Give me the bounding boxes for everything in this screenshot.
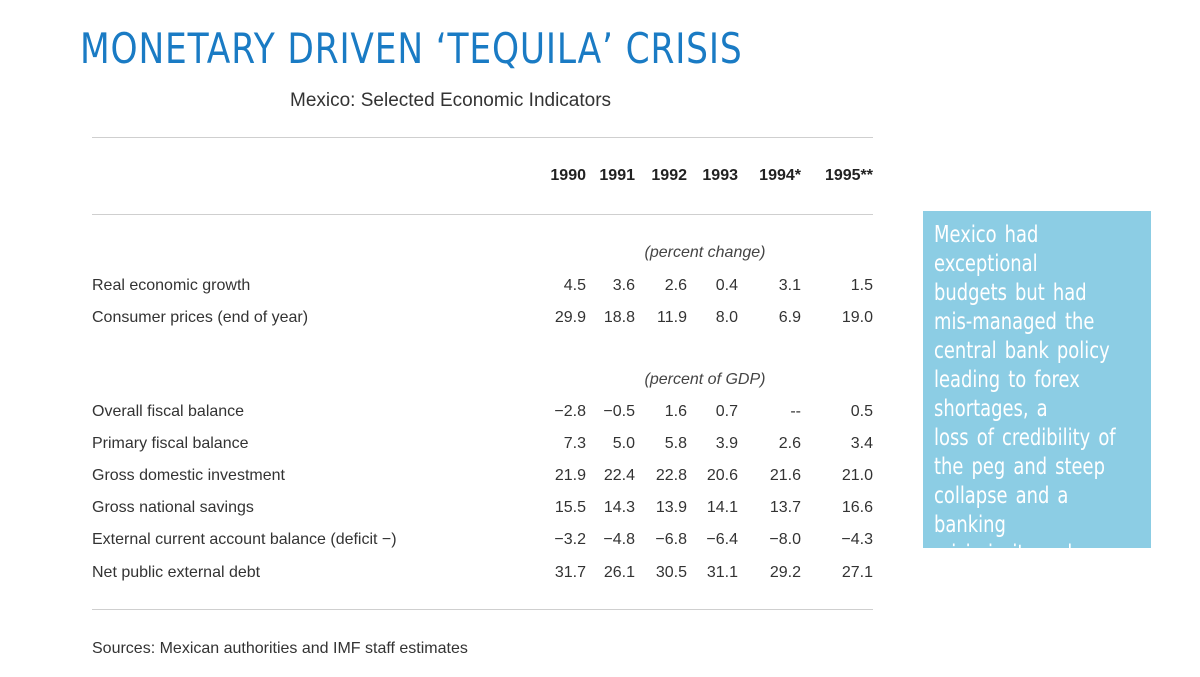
row-label: External current account balance (defici… bbox=[92, 531, 397, 548]
table-cell: 13.7 bbox=[769, 499, 801, 516]
table-cell: 4.5 bbox=[563, 277, 586, 294]
table-cell: −4.8 bbox=[603, 531, 635, 548]
year-header: 1993 bbox=[702, 167, 738, 184]
table-cell: 22.8 bbox=[655, 467, 687, 484]
table-cell: 6.9 bbox=[778, 309, 801, 326]
table-cell: 5.0 bbox=[612, 435, 635, 452]
row-label: Consumer prices (end of year) bbox=[92, 309, 309, 326]
table-cell: 13.9 bbox=[655, 499, 687, 516]
section-heading: (percent of GDP) bbox=[644, 371, 766, 388]
table-cell: −0.5 bbox=[603, 403, 635, 420]
row-label: Overall fiscal balance bbox=[92, 403, 245, 420]
year-header: 1990 bbox=[550, 167, 586, 184]
table-cell: -- bbox=[790, 403, 801, 420]
table-cell: 30.5 bbox=[655, 564, 687, 581]
table-cell: 11.9 bbox=[657, 309, 687, 326]
row-label: Gross national savings bbox=[92, 499, 254, 516]
table-cell: 1.5 bbox=[850, 277, 873, 294]
table-cell: 21.6 bbox=[769, 467, 801, 484]
rule-bottom bbox=[92, 609, 873, 610]
row-label: Net public external debt bbox=[92, 564, 261, 581]
table-cell: 21.0 bbox=[841, 467, 873, 484]
table-title: Mexico: Selected Economic Indicators bbox=[290, 90, 612, 111]
table-cell: 2.6 bbox=[778, 435, 801, 452]
year-header: 1995** bbox=[824, 167, 873, 184]
table-cell: 20.6 bbox=[706, 467, 738, 484]
callout-line: budgets but had bbox=[934, 280, 1087, 306]
table-cell: 2.6 bbox=[664, 277, 687, 294]
table-cell: 0.4 bbox=[715, 277, 738, 294]
table-cell: 14.3 bbox=[603, 499, 635, 516]
callout-line: Mexico had exceptional bbox=[934, 222, 1039, 277]
table-cell: 19.0 bbox=[841, 309, 873, 326]
table-cell: −6.8 bbox=[655, 531, 687, 548]
row-label: Real economic growth bbox=[92, 277, 251, 294]
year-header: 1991 bbox=[599, 167, 635, 184]
table-cell: 5.8 bbox=[664, 435, 687, 452]
table-cell: 29.9 bbox=[554, 309, 586, 326]
table-cell: 7.3 bbox=[563, 435, 586, 452]
callout-line: the peg and steep bbox=[934, 454, 1105, 480]
table-cell: 31.7 bbox=[554, 564, 586, 581]
rule-top bbox=[92, 137, 873, 138]
table-cell: 18.8 bbox=[603, 309, 635, 326]
callout-line: leading to forex bbox=[934, 367, 1080, 393]
table-cell: 3.6 bbox=[612, 277, 635, 294]
table-cell: 29.2 bbox=[769, 564, 801, 581]
table-cell: 3.4 bbox=[850, 435, 873, 452]
callout-line: collapse and a banking bbox=[934, 483, 1069, 538]
table-cell: 1.6 bbox=[664, 403, 687, 420]
slide-title: MONETARY DRIVEN ‘TEQUILA’ CRISIS bbox=[80, 24, 743, 73]
table-cell: 15.5 bbox=[554, 499, 586, 516]
table-cell: 31.1 bbox=[706, 564, 738, 581]
table-cell: −2.8 bbox=[554, 403, 586, 420]
callout-line: shortages, a bbox=[934, 396, 1048, 422]
year-header: 1994* bbox=[759, 167, 801, 184]
sources-note: Sources: Mexican authorities and IMF sta… bbox=[92, 640, 468, 657]
table-cell: 26.1 bbox=[603, 564, 635, 581]
table-cell: 22.4 bbox=[603, 467, 635, 484]
table-cell: 0.5 bbox=[850, 403, 873, 420]
year-header: 1992 bbox=[651, 167, 687, 184]
row-label: Gross domestic investment bbox=[92, 467, 285, 484]
callout-line: mis-managed the bbox=[934, 309, 1095, 335]
table-cell: 0.7 bbox=[715, 403, 738, 420]
table-cell: −6.4 bbox=[706, 531, 738, 548]
callout-box: Mexico had exceptional budgets but had mis… bbox=[923, 211, 1151, 567]
table-cell: 8.0 bbox=[715, 309, 738, 326]
table-cell: −3.2 bbox=[554, 531, 586, 548]
table-cell: 3.9 bbox=[715, 435, 738, 452]
callout-line: loss of credibility of bbox=[934, 425, 1116, 451]
rule-header bbox=[92, 214, 873, 215]
callout-text: Mexico had exceptional budgets but had mis… bbox=[934, 221, 1145, 569]
section-heading: (percent change) bbox=[644, 244, 766, 261]
table-cell: −8.0 bbox=[769, 531, 801, 548]
callout-line: crisis in its wake bbox=[934, 541, 1089, 567]
table-cell: 14.1 bbox=[706, 499, 738, 516]
table-cell: 16.6 bbox=[841, 499, 873, 516]
row-label: Primary fiscal balance bbox=[92, 435, 249, 452]
table-cell: 21.9 bbox=[554, 467, 586, 484]
table-cell: 27.1 bbox=[841, 564, 873, 581]
table-cell: −4.3 bbox=[841, 531, 873, 548]
callout-line: central bank policy bbox=[934, 338, 1110, 364]
table-cell: 3.1 bbox=[778, 277, 801, 294]
